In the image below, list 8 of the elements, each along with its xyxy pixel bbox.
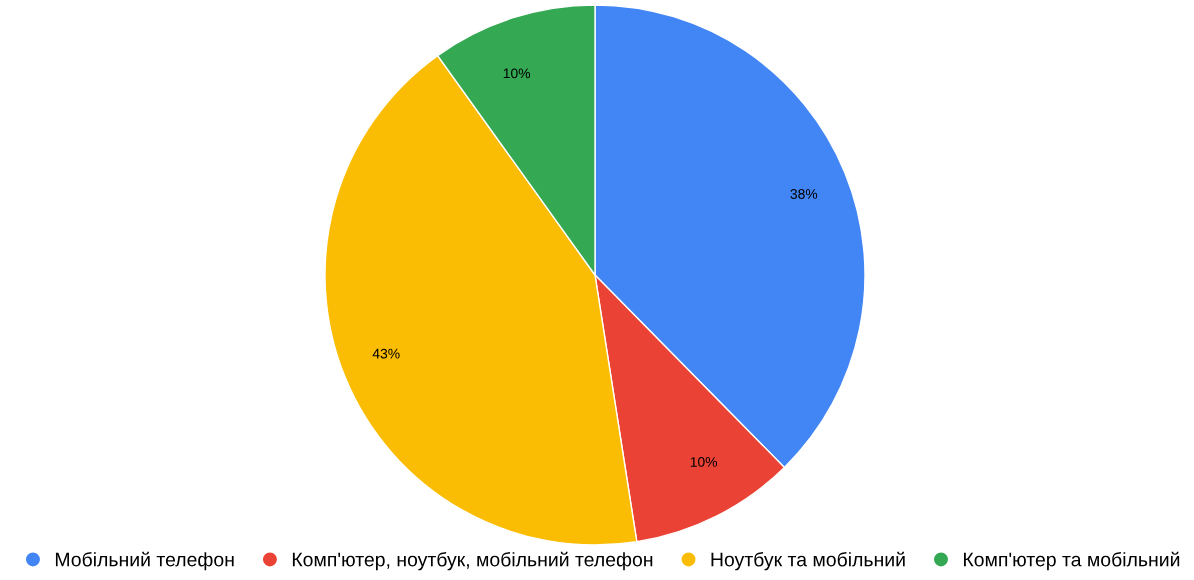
data-label: 38%	[790, 189, 818, 199]
legend-label: Ноутбук та мобільний	[711, 551, 905, 571]
data-label: 10%	[690, 456, 718, 467]
legend-label: Комп'ютер, ноутбук, мобільний телефон	[292, 551, 653, 571]
data-label: 10%	[503, 68, 531, 79]
data-label: 43%	[372, 348, 400, 359]
legend-label: Мобільний телефон	[55, 551, 234, 571]
legend-label: Комп'ютер та мобільний	[963, 551, 1180, 571]
